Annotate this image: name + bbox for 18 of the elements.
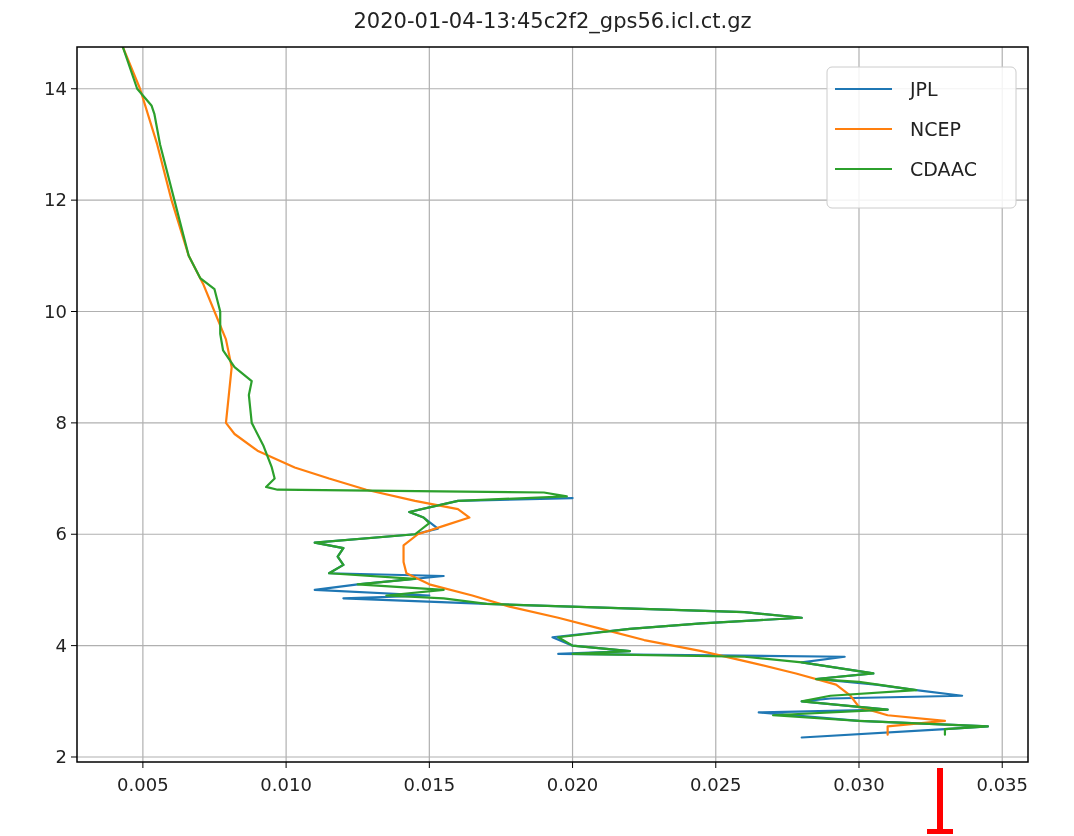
legend-label: NCEP [910,118,961,140]
y-tick-label: 10 [44,300,67,322]
x-tick-label: 0.010 [260,774,312,795]
chart-title: 2020-01-04-13:45c2f2_gps56.icl.ct.gz [353,9,752,34]
y-tick-label: 2 [55,745,67,767]
x-tick-label: 0.005 [117,774,169,795]
x-tick-label: 0.025 [690,774,742,795]
x-tick-label: 0.030 [833,774,885,795]
legend-label: CDAAC [910,158,978,180]
x-tick-label: 0.035 [976,774,1028,795]
y-tick-label: 12 [44,189,67,211]
legend-label: JPL [909,78,939,100]
y-tick-label: 8 [55,411,67,433]
x-tick-label: 0.020 [546,774,599,795]
x-tick-label: 0.015 [403,774,456,795]
y-tick-label: 14 [44,77,67,99]
y-tick-label: 4 [55,634,67,656]
y-tick-label: 6 [55,523,67,545]
